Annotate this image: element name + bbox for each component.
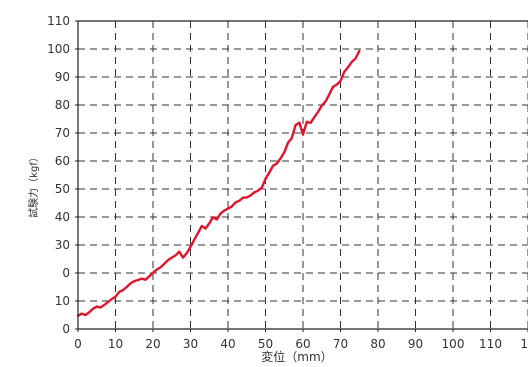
x-tick-label: 70: [333, 337, 348, 351]
y-tick-label: 50: [55, 182, 70, 196]
y-tick-label: 60: [55, 154, 70, 168]
y-tick-label: 90: [55, 70, 70, 84]
y-tick-label: 30: [55, 238, 70, 252]
x-tick-label: 60: [295, 337, 310, 351]
y-tick-label: 110: [47, 14, 70, 28]
grid-layer: [78, 20, 528, 329]
y-tick-label: 80: [55, 98, 70, 112]
y-tick-label: 40: [55, 210, 70, 224]
x-tick-label: 50: [258, 337, 273, 351]
y-tick-label: 100: [47, 42, 70, 56]
y-tick-label: 70: [55, 126, 70, 140]
series-layer: [76, 49, 361, 317]
y-tick-label: 10: [55, 294, 70, 308]
x-tick-label: 90: [408, 337, 423, 351]
x-tick-label: 20: [145, 337, 160, 351]
series-line: [76, 49, 361, 317]
x-tick-label: 30: [183, 337, 198, 351]
x-tick-label: 40: [220, 337, 235, 351]
x-tick-label: 80: [370, 337, 385, 351]
plot-frame-layer: [75, 20, 528, 332]
x-tick-label: 100: [442, 337, 465, 351]
tick-label-layer: 0102030405060708090100110120100304050607…: [47, 14, 528, 351]
x-tick-label: 110: [479, 337, 502, 351]
x-tick-label: 12: [520, 337, 528, 351]
y-tick-label: 0: [62, 266, 70, 280]
y-axis-title: 試験力（kgf）: [27, 152, 40, 218]
x-tick-label: 0: [74, 337, 82, 351]
y-tick-label: 0: [62, 322, 70, 336]
x-tick-label: 10: [108, 337, 123, 351]
x-axis-title: 変位（mm）: [261, 349, 332, 363]
